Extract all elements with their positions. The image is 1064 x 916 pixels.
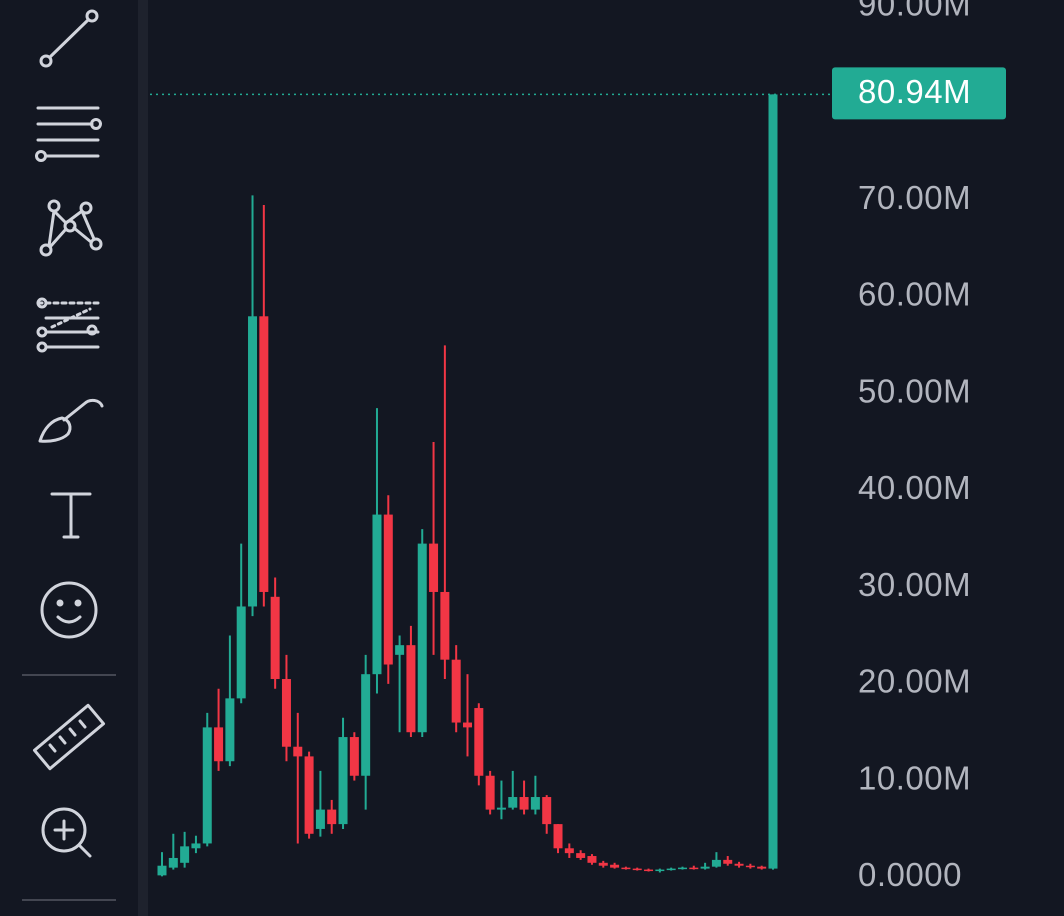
candle-body [666, 868, 676, 871]
candle-body [191, 843, 201, 849]
candle-body [270, 596, 280, 680]
fib-tool[interactable] [36, 297, 100, 353]
candle-body [338, 737, 348, 825]
y-tick-label: 0.0000 [858, 856, 962, 893]
candle-body [711, 859, 721, 867]
y-tick-label: 40.00M [858, 469, 971, 506]
candle-body [598, 862, 608, 866]
candle-body [474, 708, 484, 776]
candle-body [440, 591, 450, 660]
candle-body [349, 737, 359, 776]
candle-body [621, 867, 631, 870]
candle-body [259, 316, 269, 592]
candle-body [496, 807, 506, 810]
candle-body [745, 865, 755, 868]
y-tick-label: 60.00M [858, 276, 971, 313]
candle-body [236, 606, 246, 699]
candle-body [372, 514, 382, 675]
candle-body [644, 869, 654, 872]
candle-body [429, 543, 439, 592]
last-price-tag [832, 67, 1006, 120]
candle-body [157, 865, 167, 876]
text-tool[interactable] [50, 492, 92, 539]
candle-body [451, 659, 461, 723]
candle-body [689, 867, 699, 870]
candle-body [383, 514, 393, 665]
brush-tool[interactable] [38, 398, 104, 443]
candle-body [610, 864, 620, 868]
trend-line-tool[interactable] [39, 9, 99, 68]
candle-body [180, 846, 190, 863]
candle-body [530, 797, 540, 810]
plot-area: 0.0000 10.00M 20.00M 30.00M 40.00M 50.00M 60.0… [150, 0, 1006, 893]
y-tick-label: 70.00M [858, 179, 971, 216]
candle-body [576, 853, 586, 858]
y-tick-label: 30.00M [858, 566, 971, 603]
candle-body [406, 645, 416, 733]
toolbar-separator [138, 0, 148, 916]
candle-body [248, 316, 258, 607]
candle-body [564, 848, 574, 854]
candle-body [587, 856, 597, 863]
candle-body [677, 867, 687, 870]
y-tick-label: 50.00M [858, 372, 971, 409]
candle-body [485, 775, 495, 810]
candle-body [327, 809, 337, 825]
y-tick-label: 90.00M [858, 0, 971, 22]
candle-body [463, 722, 472, 728]
candle-body [768, 94, 778, 869]
last-price-label: 80.94M [858, 73, 971, 110]
candle-body [202, 727, 212, 844]
candle-body [655, 869, 665, 872]
candle-body [281, 679, 291, 747]
candle-body [395, 645, 405, 655]
pattern-tool[interactable] [39, 199, 103, 257]
candle-body [214, 727, 224, 762]
candle-body [225, 698, 235, 762]
horizontal-lines-tool[interactable] [35, 106, 102, 162]
candle-body [417, 543, 427, 733]
zoom-tool[interactable] [41, 807, 92, 858]
ruler-tool[interactable] [32, 703, 106, 771]
candle-body [734, 863, 744, 866]
candle-body [723, 859, 733, 864]
candle-body [508, 797, 518, 808]
y-tick-label: 10.00M [858, 759, 971, 796]
candle-body [553, 824, 563, 849]
candle-body [168, 857, 178, 868]
y-tick-label: 20.00M [858, 663, 971, 700]
candle-body [542, 797, 552, 825]
candle-body [304, 756, 314, 834]
candle-body [632, 868, 642, 871]
candle-body [519, 797, 529, 810]
candle-body [361, 674, 371, 776]
candle-body [757, 866, 767, 869]
candle-body [293, 746, 303, 757]
candle-body [700, 866, 710, 869]
emoji-tool[interactable] [40, 581, 98, 639]
candle-body [315, 809, 325, 829]
